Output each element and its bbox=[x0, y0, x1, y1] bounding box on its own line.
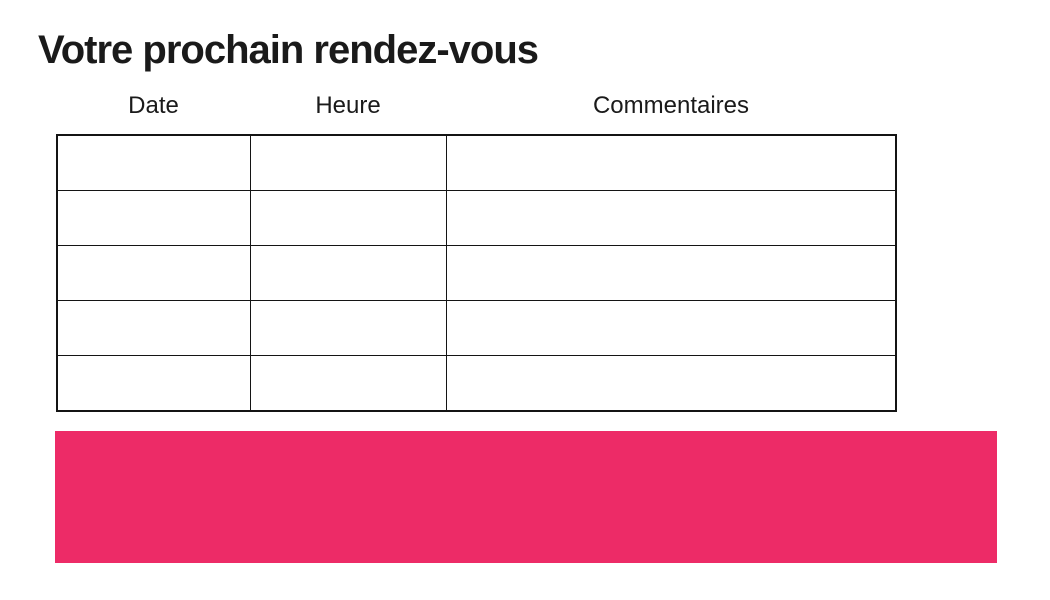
table-cell bbox=[445, 134, 897, 191]
table-row bbox=[56, 355, 897, 412]
table-cell bbox=[56, 355, 251, 412]
appointments-table-header: Date Heure Commentaires bbox=[57, 92, 896, 135]
header-row: Date Heure Commentaires bbox=[57, 92, 896, 135]
table-row bbox=[56, 300, 897, 356]
table-cell bbox=[56, 190, 251, 246]
table-cell bbox=[249, 300, 447, 356]
table-cell bbox=[445, 355, 897, 412]
table-cell bbox=[249, 245, 447, 301]
table-row bbox=[56, 190, 897, 246]
page-title: Votre prochain rendez-vous bbox=[38, 28, 539, 72]
table-cell bbox=[445, 300, 897, 356]
table-cell bbox=[249, 355, 447, 412]
table-cell bbox=[56, 300, 251, 356]
column-header-heure: Heure bbox=[315, 92, 381, 119]
table-cell bbox=[249, 134, 447, 191]
table-cell bbox=[56, 134, 251, 191]
table-cell bbox=[56, 245, 251, 301]
table-cell bbox=[445, 190, 897, 246]
column-header-commentaires: Commentaires bbox=[592, 92, 750, 119]
table-cell bbox=[249, 190, 447, 246]
appointments-table-body bbox=[56, 134, 897, 412]
table-row bbox=[56, 245, 897, 301]
appointments-table: Date Heure Commentaires bbox=[56, 92, 897, 412]
table-row bbox=[56, 134, 897, 191]
column-header-date: Date bbox=[128, 92, 179, 119]
table-cell bbox=[445, 245, 897, 301]
pink-banner bbox=[55, 431, 997, 563]
